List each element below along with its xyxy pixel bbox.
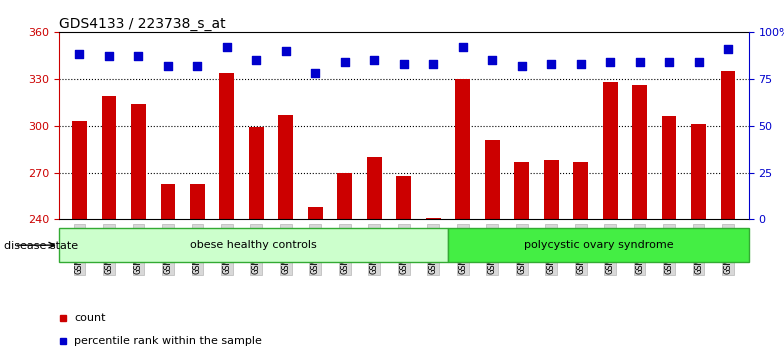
Point xyxy=(162,63,174,68)
Text: obese healthy controls: obese healthy controls xyxy=(190,240,317,250)
Point xyxy=(191,63,204,68)
Bar xyxy=(367,157,382,219)
Point xyxy=(722,46,735,52)
Bar xyxy=(72,121,87,219)
Point xyxy=(73,52,85,57)
Point xyxy=(368,57,380,63)
Bar xyxy=(662,116,677,219)
Bar xyxy=(278,115,293,219)
Bar xyxy=(220,73,234,219)
Bar xyxy=(426,218,441,219)
Bar xyxy=(337,172,352,219)
Bar xyxy=(249,127,263,219)
Text: percentile rank within the sample: percentile rank within the sample xyxy=(74,336,263,346)
Point xyxy=(486,57,499,63)
Bar xyxy=(308,207,323,219)
Text: count: count xyxy=(74,313,106,323)
Point xyxy=(280,48,292,53)
Bar xyxy=(603,82,618,219)
Bar xyxy=(397,176,411,219)
Point xyxy=(427,61,440,67)
Bar xyxy=(720,71,735,219)
Point xyxy=(515,63,528,68)
Bar xyxy=(456,79,470,219)
Text: GDS4133 / 223738_s_at: GDS4133 / 223738_s_at xyxy=(59,17,226,31)
Point xyxy=(633,59,646,65)
Point xyxy=(339,59,351,65)
Point xyxy=(692,59,705,65)
Bar xyxy=(691,124,706,219)
Point xyxy=(604,59,616,65)
Bar xyxy=(448,228,749,262)
Bar xyxy=(573,162,588,219)
Bar xyxy=(514,162,529,219)
Bar xyxy=(544,160,558,219)
Text: disease state: disease state xyxy=(4,241,78,251)
Point xyxy=(545,61,557,67)
Point xyxy=(397,61,410,67)
Point xyxy=(132,53,145,59)
Point xyxy=(250,57,263,63)
Bar xyxy=(59,228,448,262)
Bar xyxy=(161,183,176,219)
Point xyxy=(220,44,233,50)
Bar xyxy=(131,104,146,219)
Point xyxy=(456,44,469,50)
Point xyxy=(309,70,321,76)
Text: polycystic ovary syndrome: polycystic ovary syndrome xyxy=(524,240,673,250)
Bar xyxy=(190,183,205,219)
Bar xyxy=(102,96,116,219)
Bar xyxy=(485,140,499,219)
Point xyxy=(575,61,587,67)
Point xyxy=(662,59,675,65)
Bar xyxy=(632,85,647,219)
Point xyxy=(103,53,115,59)
